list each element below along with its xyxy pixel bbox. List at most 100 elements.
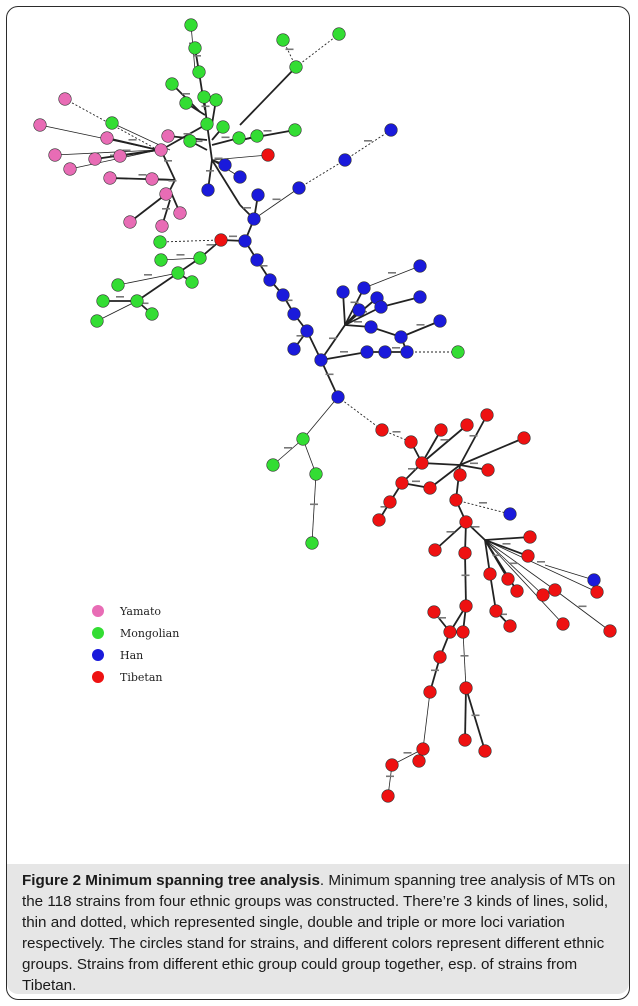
strain-node-tibetan [510, 584, 524, 598]
edge-weight-mark [460, 655, 469, 657]
strain-node-mongolian [179, 96, 193, 110]
strain-node-tibetan [372, 513, 386, 527]
edge-weight-mark [471, 714, 480, 717]
strain-node-han [587, 573, 601, 587]
tree-edge [455, 499, 511, 515]
tree-edge [459, 414, 488, 466]
strain-node-tibetan [381, 789, 395, 803]
edge-weight-mark [128, 139, 137, 141]
strain-node-han [336, 285, 350, 299]
edge-weight-mark [502, 543, 511, 545]
edge-weight-mark [492, 554, 501, 557]
tree-edge [96, 300, 138, 322]
strain-node-han [314, 353, 328, 367]
strain-node-tibetan [423, 481, 437, 495]
edge-weight-mark [263, 130, 272, 132]
edge-weight-mark [350, 301, 359, 304]
strain-node-mongolian [153, 235, 167, 249]
strain-node-tibetan [590, 585, 604, 599]
caption-area: Figure 2 Minimum spanning tree analysis.… [0, 864, 638, 1006]
strain-node-tibetan [404, 435, 418, 449]
tree-edge [320, 324, 346, 361]
strain-node-mongolian [193, 251, 207, 265]
edge-weight-mark [446, 531, 455, 533]
strain-node-han [201, 183, 215, 197]
strain-node-mongolian [184, 18, 198, 32]
strain-node-han [251, 188, 265, 202]
edge-weight-mark [388, 272, 396, 274]
strain-node-mongolian [165, 77, 179, 91]
tree-edge [459, 437, 525, 466]
strain-node-tibetan [433, 650, 447, 664]
edge-weight-mark [354, 321, 362, 323]
tree-edge [272, 438, 304, 466]
strain-node-mongolian [288, 123, 302, 137]
strain-node-han [374, 300, 388, 314]
edge-weight-mark [364, 140, 372, 142]
tree-edge [484, 539, 556, 591]
legend-swatch [92, 627, 104, 639]
edge-weight-mark [578, 605, 587, 608]
tree-edge [320, 351, 368, 361]
strain-node-mongolian [289, 60, 303, 74]
legend-swatch [92, 605, 104, 617]
tree-edge [544, 564, 595, 581]
tree-edge [211, 154, 269, 161]
strain-node-mongolian [111, 278, 125, 292]
edge-weight-mark [206, 244, 215, 246]
edge-weight-mark [469, 435, 478, 437]
legend: Yamato Mongolian Han Tibetan [92, 600, 179, 688]
legend-item-han: Han [92, 644, 179, 666]
strain-node-tibetan [395, 476, 409, 490]
strain-node-tibetan [383, 495, 397, 509]
strain-node-yamato [161, 129, 175, 143]
edge-weight-mark [206, 170, 214, 172]
edge-weight-mark [499, 613, 507, 616]
strain-node-han [503, 507, 517, 521]
edge-weight-mark [144, 274, 152, 276]
edge-weight-mark [392, 347, 400, 349]
strain-node-tibetan [556, 617, 570, 631]
strain-node-tibetan [453, 468, 467, 482]
tree-edge [484, 536, 531, 541]
edge-weight-mark [183, 133, 192, 135]
strain-node-han [287, 307, 301, 321]
edge-weight-mark [284, 447, 292, 449]
edge-weight-mark [412, 480, 420, 483]
edge-weight-mark [201, 105, 210, 108]
edge-weight-mark [461, 574, 470, 577]
edge-weight-mark [403, 752, 412, 754]
edge-weight-mark [310, 503, 318, 506]
tree-edge [363, 265, 421, 289]
edge-weight-mark [408, 468, 416, 470]
strain-node-tibetan [458, 546, 472, 560]
edge-weight-mark [471, 526, 480, 528]
strain-node-tibetan [548, 583, 562, 597]
legend-swatch [92, 671, 104, 683]
strain-node-han [384, 123, 398, 137]
strain-node-han [338, 153, 352, 167]
strain-node-tibetan [428, 543, 442, 557]
strain-node-yamato [63, 162, 77, 176]
tree-edge [484, 539, 544, 596]
strain-node-tibetan [517, 431, 531, 445]
tree-edge [344, 306, 382, 326]
strain-node-yamato [155, 219, 169, 233]
legend-item-yamato: Yamato [92, 600, 179, 622]
strain-node-tibetan [521, 549, 535, 563]
strain-node-han [378, 345, 392, 359]
tree-edge [302, 396, 339, 440]
figure-caption: Figure 2 Minimum spanning tree analysis.… [22, 870, 622, 996]
edge-weight-mark [416, 324, 425, 326]
strain-node-han [331, 390, 345, 404]
strain-node-mongolian [154, 253, 168, 267]
strain-node-tibetan [501, 572, 515, 586]
strain-node-han [357, 281, 371, 295]
strain-node-yamato [154, 143, 168, 157]
strain-nodes [33, 18, 617, 803]
tree-edge [295, 33, 340, 68]
strain-node-yamato [123, 215, 137, 229]
strain-node-han [233, 170, 247, 184]
caption-background [7, 864, 629, 994]
edge-weight-mark [229, 235, 237, 238]
